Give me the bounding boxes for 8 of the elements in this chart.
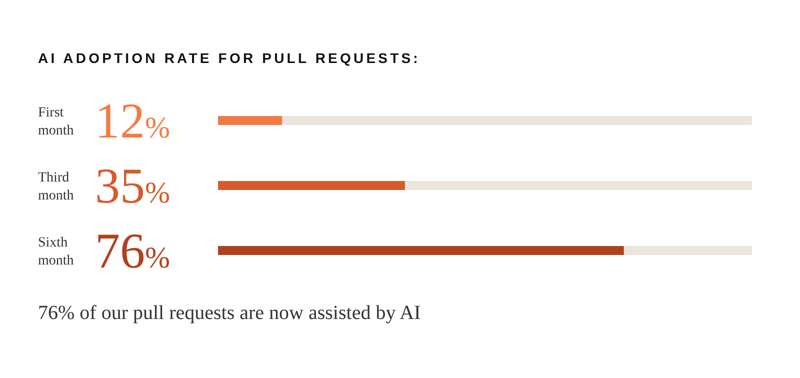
y-tick-label: Sixth month (38, 236, 74, 268)
y-tick-label: Third month (38, 170, 74, 204)
data-label: 76% (95, 222, 170, 278)
y-tick-label: First month (38, 106, 74, 138)
data-label: 12% (95, 92, 170, 148)
chart-title: AI ADOPTION RATE FOR PULL REQUESTS: (38, 50, 420, 66)
data-label: 35% (95, 158, 170, 214)
text: 76% of our pull requests are now assisted by AI (38, 302, 421, 325)
